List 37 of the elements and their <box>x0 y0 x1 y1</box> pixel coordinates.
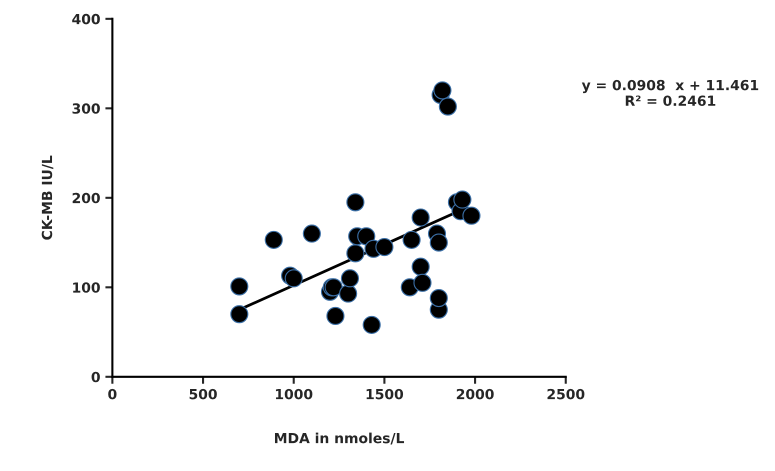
point <box>438 97 457 116</box>
point <box>326 306 344 326</box>
point <box>412 208 430 227</box>
point <box>230 277 248 296</box>
point <box>412 258 430 276</box>
point <box>346 193 364 212</box>
point <box>357 227 376 246</box>
x-tick-label: 1500 <box>366 388 404 400</box>
point <box>430 288 448 308</box>
point <box>264 230 283 249</box>
point <box>302 224 321 243</box>
point <box>453 190 472 209</box>
point <box>402 230 421 249</box>
point <box>413 274 432 292</box>
x-tick-label: 500 <box>190 388 217 400</box>
point <box>433 81 452 100</box>
x-axis-title: MDA in nmoles/L <box>274 432 404 444</box>
point <box>284 269 303 288</box>
point <box>340 269 360 288</box>
y-axis-title: CK-MB IU/L <box>42 156 54 240</box>
x-tick-label: 1000 <box>276 388 312 400</box>
y-tick-label: 0 <box>92 372 100 382</box>
point <box>346 244 364 262</box>
y-tick-label: 200 <box>72 192 100 204</box>
point <box>230 305 248 324</box>
point <box>462 206 481 225</box>
x-tick-label: 2000 <box>456 388 494 400</box>
text: y = 0.0908 x + 11.461 R² = 0.2461 <box>582 80 758 106</box>
point <box>375 238 394 256</box>
x-tick-label: 2500 <box>548 388 584 400</box>
point <box>339 284 358 303</box>
point <box>430 234 448 252</box>
y-tick-label: 100 <box>73 282 100 293</box>
x-tick-label: 0 <box>108 388 117 400</box>
point <box>362 316 381 334</box>
y-tick-label: 400 <box>72 14 100 24</box>
y-tick-label: 300 <box>72 103 100 114</box>
